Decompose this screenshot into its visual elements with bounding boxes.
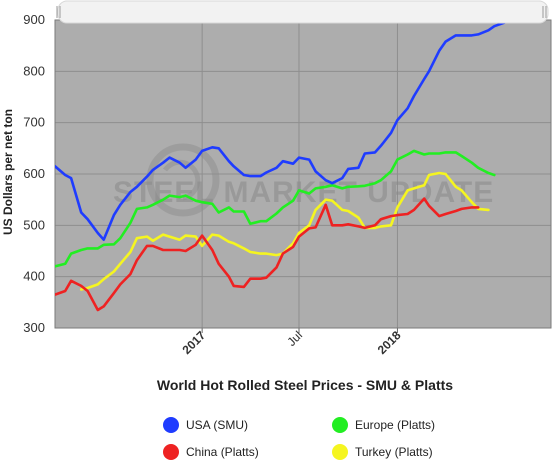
legend-marker — [332, 444, 348, 460]
legend-marker — [163, 417, 179, 433]
legend-label: China (Platts) — [186, 445, 259, 459]
y-tick-label: 700 — [23, 115, 45, 130]
legend-marker — [332, 417, 348, 433]
x-tick-label: 2017 — [179, 328, 208, 357]
chart-title: World Hot Rolled Steel Prices - SMU & Pl… — [157, 377, 453, 393]
y-tick-label: 600 — [23, 166, 45, 181]
legend-label: Turkey (Platts) — [355, 445, 433, 459]
y-axis-title: US Dollars per net ton — [1, 109, 15, 235]
legend-label: Europe (Platts) — [355, 418, 435, 432]
y-tick-label: 900 — [23, 12, 45, 27]
x-tick-label: Jul — [284, 328, 305, 349]
y-tick-label: 300 — [23, 320, 45, 335]
series-line-europe-platts — [55, 149, 496, 268]
range-scroll-bar — [57, 0, 549, 24]
y-tick-label: 500 — [23, 217, 45, 232]
watermark-ring — [146, 143, 220, 217]
series-line-usa-smu — [55, 20, 513, 241]
watermark-swirl — [162, 159, 201, 201]
legend-label: USA (SMU) — [186, 418, 248, 432]
x-tick-label: 2018 — [375, 328, 404, 357]
y-tick-label: 400 — [23, 269, 45, 284]
y-tick-label: 800 — [23, 63, 45, 78]
series-line-china-platts — [55, 197, 480, 312]
legend-marker — [163, 444, 179, 460]
watermark-logo — [146, 143, 220, 217]
